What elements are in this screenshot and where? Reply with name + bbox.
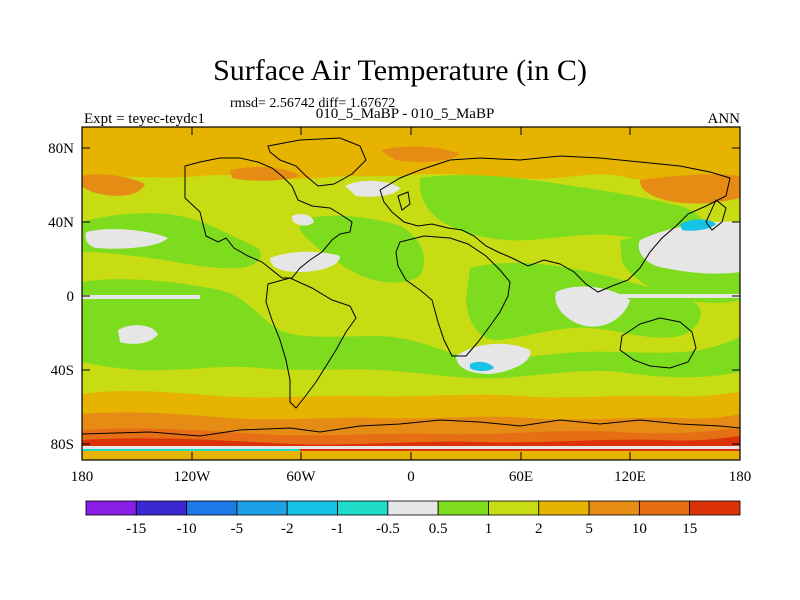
- outline-uk: [397, 191, 411, 211]
- field-gray-equator-line: [82, 295, 200, 299]
- chart-title: Surface Air Temperature (in C): [213, 54, 587, 87]
- colorbar-bin-6: [387, 500, 439, 516]
- colorbar-bin-11: [638, 500, 691, 516]
- field-south-edge-teal: [82, 449, 300, 451]
- field-arctic-orange-1: [82, 174, 145, 196]
- field-green-south-pacific: [82, 279, 740, 379]
- colorbar-tick-label: -0.5: [376, 521, 400, 537]
- temperature-field: [82, 127, 740, 460]
- lat-label-40s: 40S: [51, 363, 74, 379]
- field-green-atlantic: [300, 215, 424, 283]
- colorbar-tick-label: 0.5: [429, 521, 448, 537]
- lon-label-0: 0: [407, 469, 415, 485]
- colorbar-bin-2: [186, 500, 238, 516]
- colorbar-tick-label: 2: [535, 521, 543, 537]
- colorbar-tick-label: -15: [126, 521, 146, 537]
- field-green-north-pacific: [82, 213, 261, 269]
- colorbar-tick-label: -5: [231, 521, 244, 537]
- experiment-label: Expt = teyec-teydc1: [84, 111, 205, 127]
- latitude-labels: 80N 40N 0 40S 80S: [48, 141, 74, 453]
- outline-greenland: [267, 137, 367, 187]
- longitude-ticks: [81, 127, 741, 460]
- field-gray-north-america: [270, 251, 340, 272]
- stats-label: rmsd= 2.56742 diff= 1.67672: [230, 96, 396, 111]
- colorbar-bin-0: [85, 500, 137, 516]
- lon-label-120w: 120W: [174, 469, 212, 485]
- lon-label-60w: 60W: [286, 469, 316, 485]
- colorbar-bin-5: [337, 500, 389, 516]
- colorbar-tick-label: -10: [177, 521, 197, 537]
- colorbar-bin-10: [588, 500, 640, 516]
- outline-africa: [395, 235, 511, 357]
- field-south-edge-gray: [82, 446, 740, 449]
- lat-label-0: 0: [67, 289, 75, 305]
- field-green-eurasia: [419, 175, 704, 241]
- outline-japan: [705, 199, 727, 231]
- field-arctic-orange-2: [640, 174, 740, 204]
- lat-label-80n: 80N: [48, 141, 74, 157]
- outline-australia: [619, 317, 697, 369]
- field-gray-north-atlantic: [292, 214, 314, 226]
- field-gray-east-asia: [638, 221, 740, 274]
- colorbar-bin-12: [689, 500, 741, 516]
- colorbar: [85, 500, 741, 516]
- lon-label-60e: 60E: [509, 469, 533, 485]
- lon-label-120e: 120E: [614, 469, 646, 485]
- colorbar-labels: -15 -10 -5 -2 -1 -0.5 0.5 1 2 5 10 15: [126, 521, 697, 537]
- colorbar-bin-8: [488, 500, 540, 516]
- field-arctic-orange-4: [230, 167, 300, 181]
- latitude-ticks: [82, 147, 740, 445]
- colorbar-tick-label: 5: [585, 521, 593, 537]
- continent-outlines: [82, 137, 740, 437]
- longitude-labels: 180 120W 60W 0 60E 120E 180: [71, 469, 752, 485]
- lat-label-80s: 80S: [51, 437, 74, 453]
- field-gray-equator-line-east: [600, 294, 740, 298]
- lat-label-40n: 40N: [48, 215, 74, 231]
- colorbar-tick-label: 15: [682, 521, 697, 537]
- subtitle-label: 010_5_MaBP - 010_5_MaBP: [315, 106, 495, 122]
- field-arctic-orange-3: [380, 146, 460, 162]
- colorbar-tick-label: 10: [632, 521, 647, 537]
- colorbar-bin-3: [236, 500, 288, 516]
- field-cyan-east-asia: [680, 219, 716, 231]
- field-gray-greenland: [345, 180, 400, 197]
- outline-north-america: [184, 157, 353, 279]
- colorbar-tick-label: -2: [281, 521, 294, 537]
- colorbar-bin-7: [437, 500, 489, 516]
- colorbar-tick-label: 1: [485, 521, 493, 537]
- field-gray-pacific-south: [118, 325, 158, 344]
- colorbar-bin-4: [286, 500, 338, 516]
- colorbar-bin-1: [135, 500, 188, 516]
- lon-label-180e: 180: [729, 469, 752, 485]
- lon-label-180w: 180: [71, 469, 94, 485]
- field-gray-pacific-north: [85, 229, 168, 249]
- season-label: ANN: [707, 111, 741, 127]
- field-cyan-southern-africa: [470, 361, 494, 371]
- colorbar-bin-9: [538, 500, 590, 516]
- colorbar-tick-label: -1: [331, 521, 344, 537]
- outline-eurasia: [379, 155, 731, 293]
- outline-antarctica: [82, 419, 740, 437]
- outline-south-america: [265, 277, 357, 409]
